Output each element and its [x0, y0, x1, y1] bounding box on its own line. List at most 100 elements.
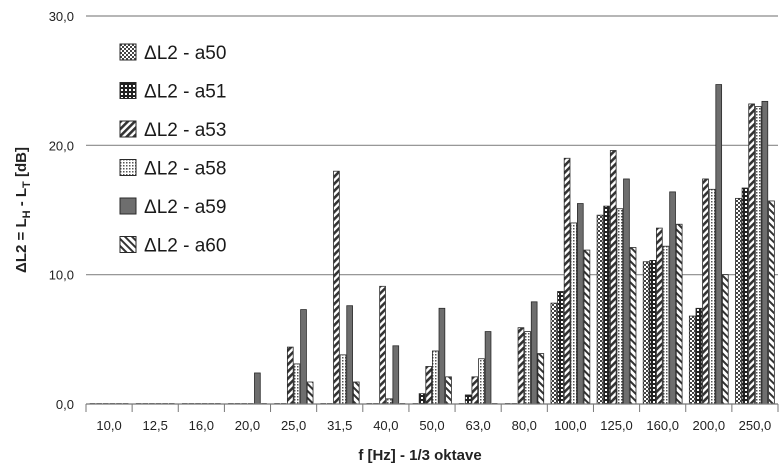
y-tick-label: 20,0	[49, 138, 74, 153]
legend-swatch	[119, 197, 137, 215]
bar	[425, 366, 433, 405]
bar	[254, 372, 261, 405]
bar	[583, 249, 591, 405]
legend-label: ΔL2 - a50	[144, 43, 226, 64]
bar	[603, 205, 610, 405]
x-tick-label: 100,0	[554, 418, 587, 433]
x-tick-label: 31,5	[327, 418, 352, 433]
y-axis-title: ΔL2 = LH - LT [dB]	[13, 147, 33, 273]
bar	[642, 261, 650, 405]
bar	[735, 197, 742, 405]
legend-swatch	[119, 120, 137, 138]
bar	[656, 227, 663, 405]
bar	[629, 247, 637, 405]
x-tick-label: 40,0	[373, 418, 398, 433]
bar	[748, 103, 755, 405]
x-tick-label: 20,0	[235, 418, 260, 433]
series-diagonal	[102, 103, 755, 405]
bar	[669, 191, 676, 405]
bar	[649, 260, 657, 405]
x-tick-label: 16,0	[189, 418, 214, 433]
legend-swatch	[119, 236, 137, 253]
bar	[722, 274, 729, 405]
bar	[702, 178, 709, 405]
bar	[688, 315, 696, 405]
bar	[392, 345, 400, 405]
bar	[431, 350, 439, 405]
bar	[695, 307, 703, 405]
bar	[662, 245, 670, 405]
legend-swatch	[119, 43, 137, 61]
bar	[570, 222, 578, 405]
bar	[293, 363, 301, 405]
y-tick-label: 10,0	[49, 268, 74, 283]
bar	[741, 187, 749, 405]
bar	[577, 203, 584, 405]
bar	[768, 200, 775, 405]
bar	[524, 331, 531, 405]
bar	[306, 381, 314, 405]
bar	[484, 331, 492, 405]
x-axis-title: f [Hz] - 1/3 oktave	[358, 447, 481, 464]
bar	[471, 376, 479, 405]
bar	[300, 309, 307, 405]
bar	[418, 393, 426, 405]
legend-item: ΔL2 - a53	[119, 120, 226, 141]
legend-label: ΔL2 - a51	[144, 82, 226, 103]
bar	[708, 188, 716, 405]
bar	[438, 307, 446, 405]
bar	[596, 214, 604, 405]
bar	[517, 327, 525, 405]
x-tick-label: 250,0	[739, 418, 772, 433]
bar	[609, 150, 617, 405]
bar	[616, 208, 624, 405]
bar	[550, 302, 558, 405]
x-tick-label: 80,0	[512, 418, 537, 433]
legend-label: ΔL2 - a58	[144, 159, 226, 180]
y-tick-label: 0,0	[56, 397, 74, 412]
bar	[557, 291, 564, 405]
bar	[761, 100, 769, 405]
x-tick-label: 125,0	[600, 418, 633, 433]
bars	[89, 84, 775, 405]
legend-item: ΔL2 - a60	[119, 236, 226, 257]
series-solid	[116, 84, 769, 405]
bar	[379, 285, 386, 405]
bar	[346, 305, 353, 405]
bar	[563, 157, 571, 405]
bar	[352, 381, 360, 405]
legend-label: ΔL2 - a59	[144, 197, 226, 218]
legend-item: ΔL2 - a59	[119, 197, 226, 218]
y-tick-label: 30,0	[49, 9, 74, 24]
bar	[530, 301, 538, 405]
x-tick-label: 25,0	[281, 418, 306, 433]
legend-item: ΔL2 - a58	[119, 159, 226, 180]
x-tick-label: 10,0	[96, 418, 121, 433]
axes: 0,0 10,0 20,0 30,0 10,0 12,5 16,0 20,0 25,0 31,5 4…	[49, 9, 779, 433]
legend-swatch	[119, 159, 137, 176]
series-grid	[96, 187, 749, 405]
x-tick-label: 160,0	[646, 418, 679, 433]
x-tick-label: 63,0	[465, 418, 490, 433]
legend: ΔL2 - a50 ΔL2 - a51 ΔL2 - a53 ΔL2 - a58 ΔL2 …	[119, 43, 226, 257]
bar	[445, 376, 452, 405]
legend-label: ΔL2 - a53	[144, 120, 226, 141]
x-tick-label: 12,5	[143, 418, 168, 433]
legend-label: ΔL2 - a60	[144, 236, 226, 257]
bar	[286, 346, 294, 405]
bar	[478, 358, 485, 405]
legend-item: ΔL2 - a51	[119, 82, 226, 103]
bar	[715, 84, 723, 405]
bar	[464, 394, 472, 405]
bar	[339, 354, 347, 405]
x-tick-label: 50,0	[419, 418, 444, 433]
x-tick-label: 200,0	[693, 418, 726, 433]
bar	[333, 170, 340, 405]
bar	[675, 223, 683, 405]
bar	[754, 106, 762, 405]
bar	[385, 398, 393, 405]
bar	[623, 178, 630, 405]
series-dots	[109, 106, 762, 405]
series-checker	[89, 197, 742, 405]
